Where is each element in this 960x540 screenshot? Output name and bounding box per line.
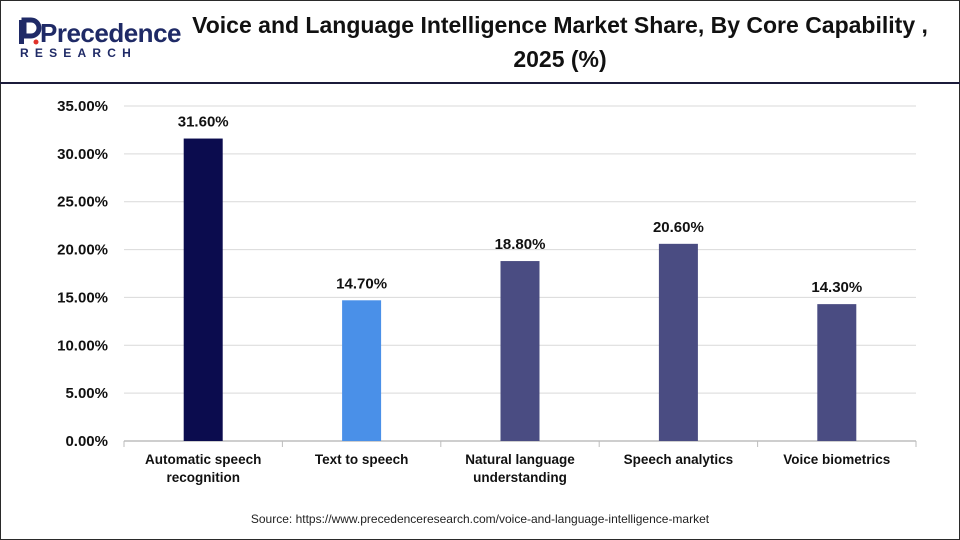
y-tick-label: 15.00% — [57, 289, 108, 306]
y-tick-label: 30.00% — [57, 146, 108, 163]
x-category-label: Speech analytics — [624, 452, 734, 467]
chart-title: Voice and Language Intelligence Market S… — [192, 12, 928, 72]
logo-mark-icon — [19, 17, 42, 45]
y-tick-label: 20.00% — [57, 242, 108, 259]
bar — [500, 261, 540, 441]
data-label: 31.60% — [178, 114, 229, 131]
bar — [817, 304, 857, 441]
x-category-label: Natural language — [465, 452, 575, 467]
y-tick-label: 10.00% — [57, 337, 108, 354]
bar — [342, 300, 382, 441]
y-tick-label: 0.00% — [65, 433, 108, 450]
brand-logo: Precedence RESEARCH — [14, 14, 181, 66]
y-tick-label: 25.00% — [57, 194, 108, 211]
bar — [658, 243, 698, 441]
header-divider — [0, 82, 960, 84]
bar-chart: 0.00% 5.00% 10.00% 15.00% 20.00% 25.00% 30.00%… — [57, 98, 917, 485]
data-label: 20.60% — [653, 219, 704, 236]
x-category-label: recognition — [166, 470, 240, 485]
header: Precedence RESEARCH Voice and Language I… — [0, 0, 960, 82]
y-tick-label: 5.00% — [65, 385, 108, 402]
bar — [183, 138, 223, 442]
x-category-label: Text to speech — [315, 452, 409, 467]
y-tick-label: 35.00% — [57, 98, 108, 115]
x-category-label: Voice biometrics — [783, 452, 890, 467]
x-category-label: Automatic speech — [145, 452, 261, 467]
data-label: 14.30% — [811, 279, 862, 296]
data-label: 18.80% — [495, 236, 546, 253]
x-category-label: understanding — [473, 470, 567, 485]
logo-sub-text: RESEARCH — [20, 46, 137, 60]
logo-main-text: Precedence — [40, 18, 181, 48]
data-label: 14.70% — [336, 275, 387, 292]
source-note: Source: https://www.precedenceresearch.c… — [250, 512, 710, 526]
